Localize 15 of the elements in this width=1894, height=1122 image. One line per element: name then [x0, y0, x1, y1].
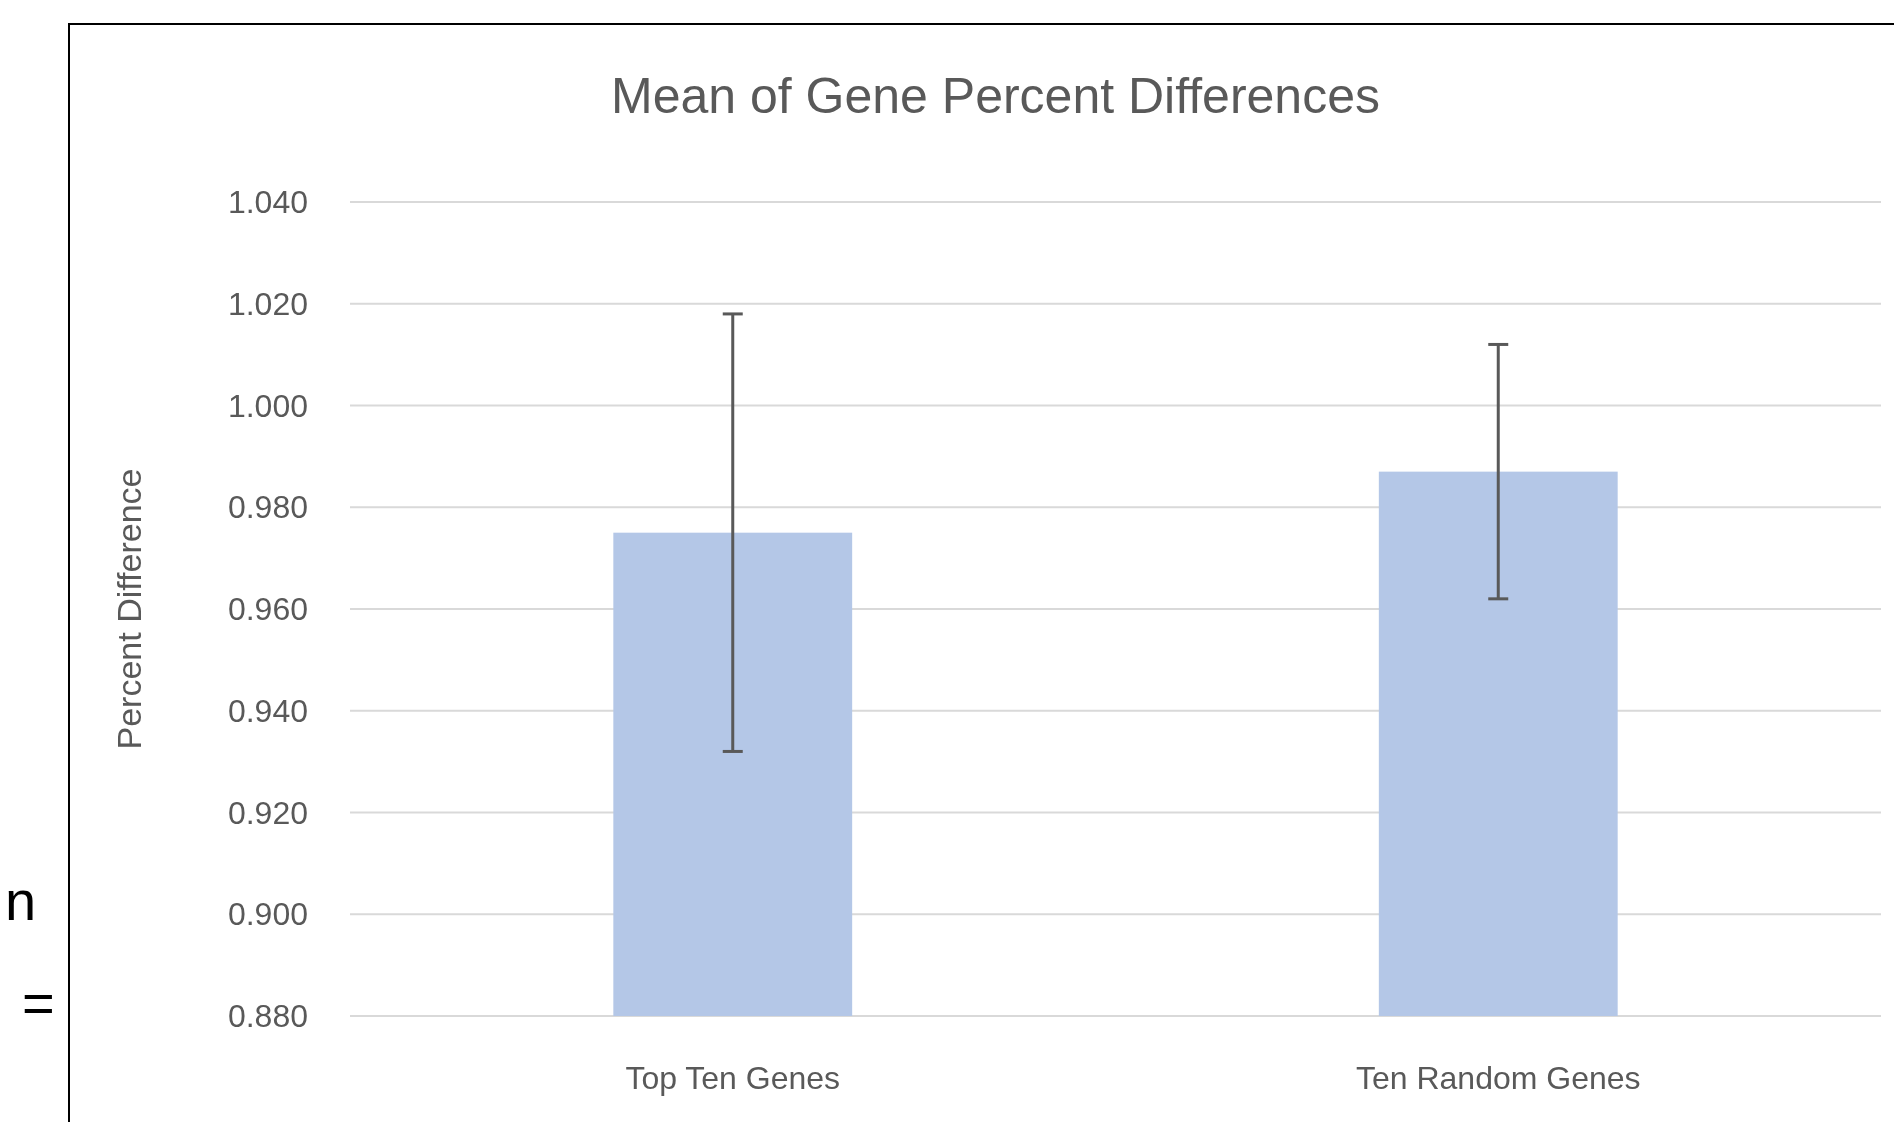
y-tick-label: 0.900: [227, 896, 308, 933]
y-tick-label: 0.880: [227, 998, 308, 1035]
chart-title: Mean of Gene Percent Differences: [611, 67, 1380, 124]
text: =: [22, 971, 55, 1034]
x-tick-label: Ten Random Genes: [1355, 1060, 1641, 1097]
y-tick-label: 1.000: [227, 387, 308, 424]
y-tick-label: 0.940: [227, 692, 308, 729]
text: n: [5, 869, 37, 932]
x-tick-label: Top Ten Genes: [625, 1060, 841, 1097]
y-tick-label: 0.920: [227, 794, 308, 831]
y-axis-title: Percent Difference: [109, 468, 148, 750]
y-tick-label: 0.980: [227, 489, 308, 526]
y-tick-label: 0.960: [227, 591, 308, 628]
y-tick-label: 1.040: [227, 184, 308, 221]
y-tick-label: 1.020: [227, 285, 308, 322]
